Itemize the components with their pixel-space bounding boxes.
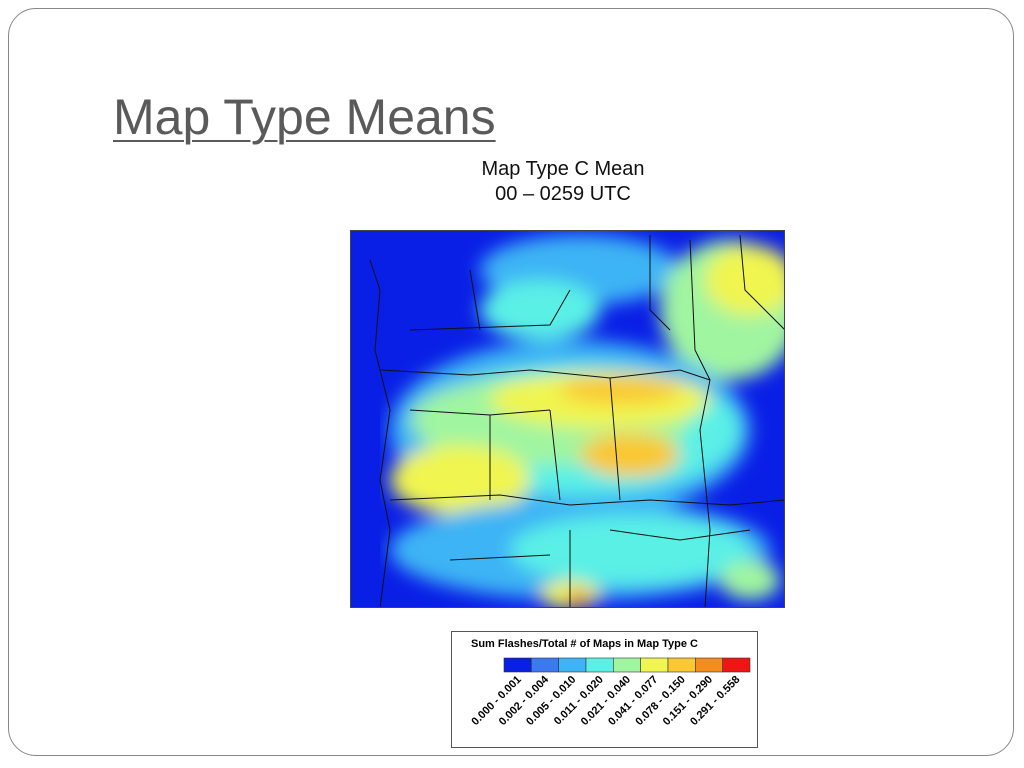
map-title: Map Type C Mean [481, 158, 645, 180]
slide-title: Map Type Means [113, 89, 496, 145]
legend-swatch [722, 657, 751, 673]
map-frame [350, 230, 785, 608]
legend-swatch [585, 657, 614, 673]
boundaries [369, 234, 785, 608]
map-subtitle: 00 – 0259 UTC [495, 183, 631, 205]
legend-swatch [503, 657, 532, 673]
legend-swatch [613, 657, 641, 673]
legend-swatch [558, 657, 587, 673]
heatmap [350, 230, 785, 608]
map [350, 230, 785, 608]
legend-swatch [695, 657, 723, 673]
legend-swatch [640, 657, 669, 673]
legend-title: Sum Flashes/Total # of Maps in Map Type … [471, 638, 698, 650]
legend-swatch [531, 657, 559, 673]
legend-swatch [667, 657, 696, 673]
legend: Sum Flashes/Total # of Maps in Map Type … [451, 631, 758, 748]
